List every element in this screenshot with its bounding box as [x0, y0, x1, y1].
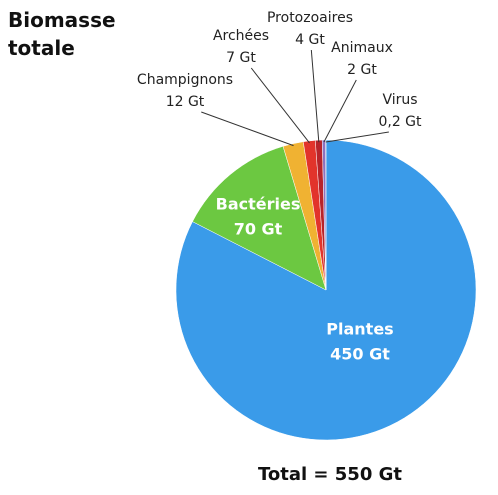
slice-value-label: 0,2 Gt — [378, 114, 422, 130]
leader-line — [250, 67, 310, 144]
leader-line — [325, 131, 389, 143]
pie-slice — [192, 145, 327, 291]
slice-value-label: 2 Gt — [347, 62, 377, 78]
leader-line — [323, 79, 357, 143]
slice-label: Bactéries — [216, 195, 301, 214]
slice-label: Protozoaires — [267, 10, 353, 26]
slice-value-label: 12 Gt — [166, 94, 205, 110]
slice-label: Virus — [382, 92, 417, 108]
slice-label: Champignons — [137, 72, 233, 88]
slice-label: Archées — [213, 28, 269, 44]
pie-slice — [175, 139, 477, 441]
slice-value-label: 450 Gt — [330, 345, 390, 364]
slice-label: Plantes — [326, 320, 393, 339]
slice-value-label: 4 Gt — [295, 32, 325, 48]
slice-label: Animaux — [331, 40, 393, 56]
total-annotation: Total = 550 Gt — [258, 464, 402, 485]
slice-value-label: 7 Gt — [226, 50, 256, 66]
leader-line — [310, 49, 320, 143]
chart-title: Biomasse totale — [8, 8, 116, 60]
slice-value-label: 70 Gt — [234, 220, 283, 239]
leader-line — [201, 111, 294, 147]
